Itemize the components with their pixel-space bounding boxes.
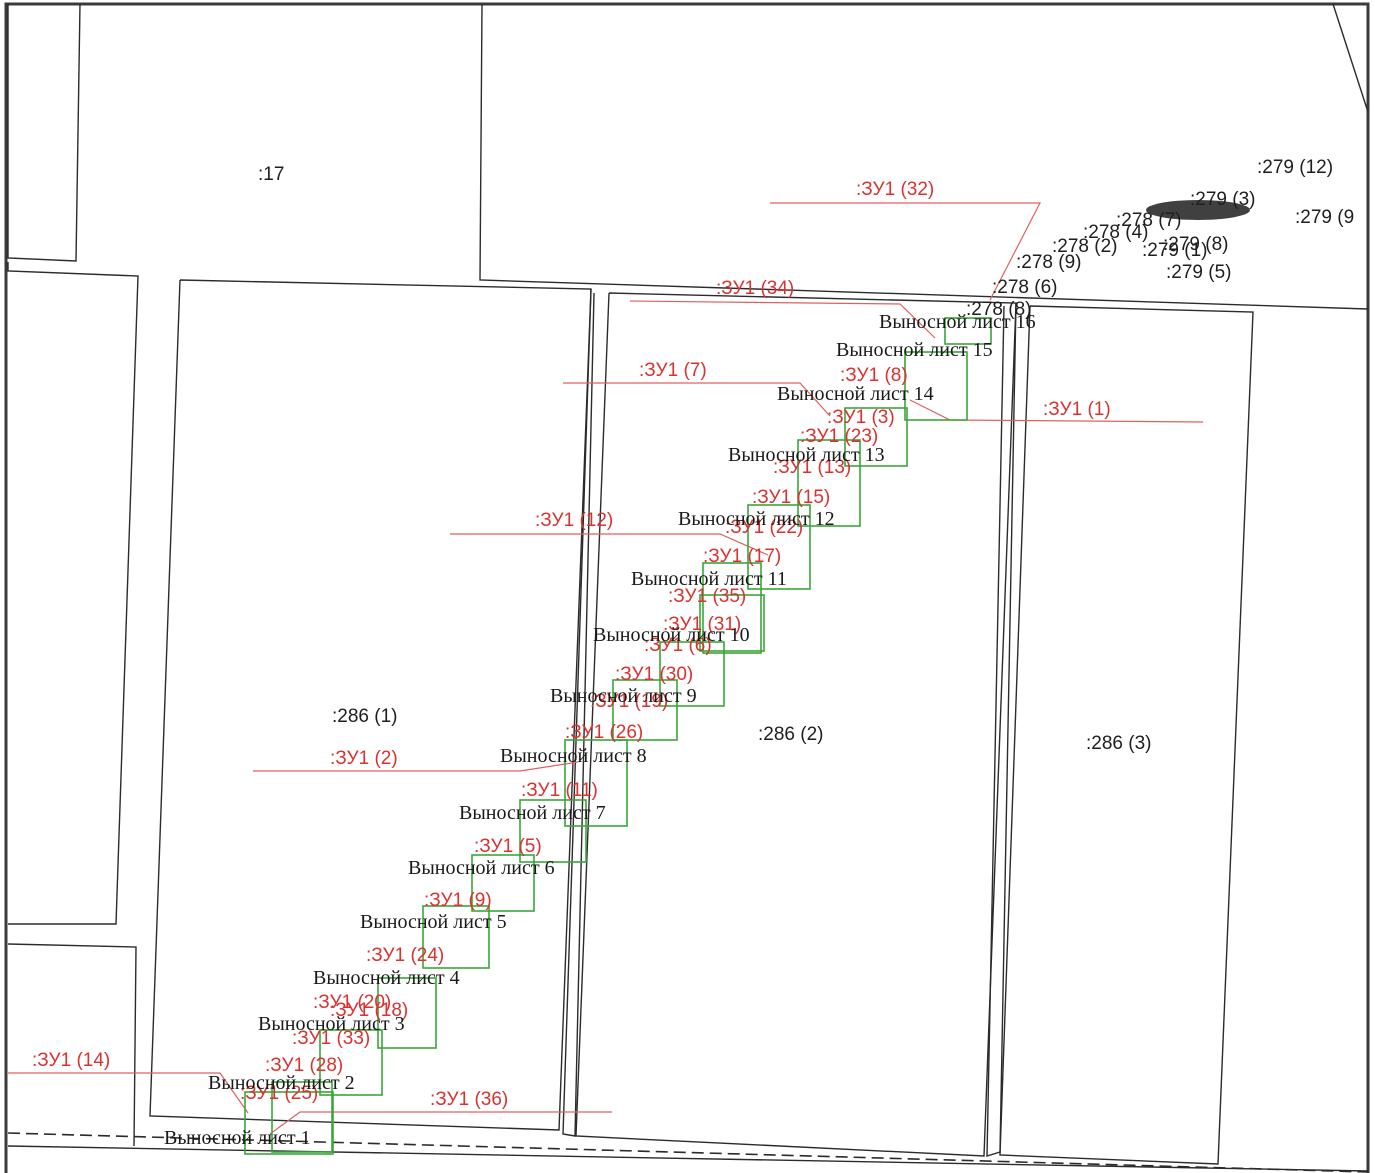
sheet-label: Выносной лист 8 xyxy=(500,745,647,767)
sheet-label: Выносной лист 2 xyxy=(208,1072,355,1094)
zu-label: :ЗУ1 (36) xyxy=(430,1089,508,1110)
zu-label: :ЗУ1 (35) xyxy=(668,586,746,607)
sheet-label: Выносной лист 1 xyxy=(164,1127,311,1149)
parcel-label: :279 (9 xyxy=(1295,207,1354,228)
zu-labels: :ЗУ1 (32) :ЗУ1 (34) :ЗУ1 (7) :ЗУ1 (1) :З… xyxy=(32,179,1111,1110)
sheet-label: Выносной лист 4 xyxy=(313,967,460,989)
zu-label: :ЗУ1 (30) xyxy=(615,664,693,685)
parcel-label: :286 (3) xyxy=(1086,733,1151,754)
sheet-frames xyxy=(244,317,992,1155)
zu-label: :ЗУ1 (15) xyxy=(752,487,830,508)
parcel-label: :286 (1) xyxy=(332,706,397,727)
zu-label: :ЗУ1 (28) xyxy=(265,1055,343,1076)
parcel-label: :279 (5) xyxy=(1166,262,1231,283)
parcel-label: :17 xyxy=(258,164,284,185)
sheet-label: Выносной лист 9 xyxy=(550,685,697,707)
zu-label: :ЗУ1 (18) xyxy=(330,1000,408,1021)
zu-label: :ЗУ1 (2) xyxy=(330,748,398,769)
parcel-label: :279 (8) xyxy=(1163,234,1228,255)
zu-label: :ЗУ1 (11) xyxy=(521,780,598,801)
leader-lines xyxy=(8,202,1204,1135)
zu-label: :ЗУ1 (23) xyxy=(800,426,878,447)
zu-label: :ЗУ1 (1) xyxy=(1043,399,1111,420)
map-frame xyxy=(4,2,1370,1173)
parcel-boundaries xyxy=(7,3,1369,1173)
sheet-label: Выносной лист 13 xyxy=(728,444,885,466)
zu-label: :ЗУ1 (25) xyxy=(240,1083,318,1104)
sheet-label: Выносной лист 3 xyxy=(258,1013,405,1035)
zu-label: :ЗУ1 (14) xyxy=(32,1050,110,1071)
zu-label: :ЗУ1 (5) xyxy=(474,836,542,857)
zu-label: :ЗУ1 (3) xyxy=(827,407,895,428)
parcel-label: :278 (6) xyxy=(992,277,1057,298)
zu-label: :ЗУ1 (22) xyxy=(725,517,803,538)
zu-label: :ЗУ1 (8) xyxy=(840,365,908,386)
zu-label: :ЗУ1 (9) xyxy=(424,890,492,911)
sheet-label: Выносной лист 14 xyxy=(777,383,934,405)
zu-label: :ЗУ1 (7) xyxy=(639,360,707,381)
zu-label: :ЗУ1 (26) xyxy=(565,722,643,743)
zu-label: :ЗУ1 (33) xyxy=(292,1028,370,1049)
sheet-label: Выносной лист 11 xyxy=(631,568,787,590)
zu-label: :ЗУ1 (19) xyxy=(590,691,668,712)
zu-label: :ЗУ1 (31) xyxy=(663,614,741,635)
sheet-label: Выносной лист 6 xyxy=(408,857,555,879)
sheet-label: Выносной лист 7 xyxy=(459,802,606,824)
zu-label: :ЗУ1 (13) xyxy=(773,457,851,478)
zu-label: :ЗУ1 (12) xyxy=(535,510,613,531)
sheet-labels: Выносной лист 1 Выносной лист 2 Выносной… xyxy=(164,311,1036,1149)
parcel-label: :278 (2) xyxy=(1052,236,1117,257)
sheet-label: Выносной лист 15 xyxy=(836,339,993,361)
parcel-label: :279 (12) xyxy=(1257,157,1333,178)
parcel-label: :278 (4) xyxy=(1083,222,1148,243)
overlapping-labels-cluster xyxy=(1146,200,1250,220)
sheet-label: Выносной лист 16 xyxy=(879,311,1036,333)
parcel-label: :278 (9) xyxy=(1016,252,1081,273)
sheet-label: Выносной лист 12 xyxy=(678,508,835,530)
zu-label: :ЗУ1 (24) xyxy=(366,945,444,966)
parcel-label: :286 (2) xyxy=(758,724,823,745)
zu-label: :ЗУ1 (34) xyxy=(716,278,794,299)
zu-label: :ЗУ1 (32) xyxy=(856,179,934,200)
zu-label: :ЗУ1 (20) xyxy=(313,992,391,1013)
sheet-label: Выносной лист 10 xyxy=(593,624,750,646)
parcel-label: :279 (1) xyxy=(1142,240,1207,261)
zu-label: :ЗУ1 (17) xyxy=(703,546,781,567)
sheet-label: Выносной лист 5 xyxy=(360,911,507,933)
parcel-label: :278 (8) xyxy=(966,299,1031,320)
zu-label: :ЗУ1 (6) xyxy=(644,635,712,656)
